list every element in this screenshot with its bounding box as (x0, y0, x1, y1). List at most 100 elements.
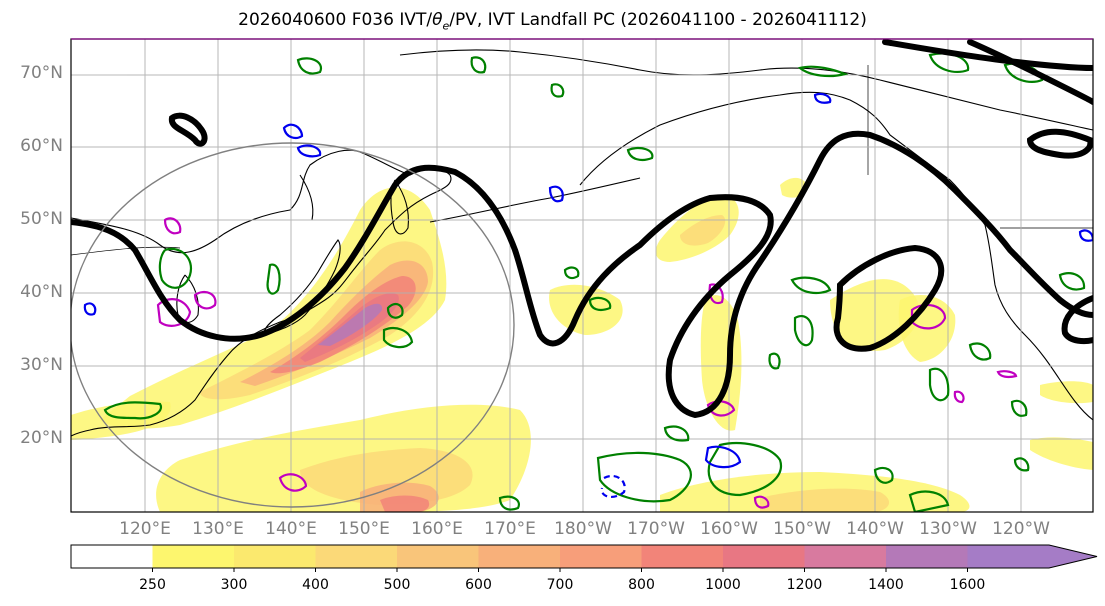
pv-contour (470, 56, 487, 74)
pv-contour (663, 425, 690, 442)
pv-contour (382, 326, 414, 349)
ivt-fill-central-ridge-2 (680, 215, 726, 246)
colorbar-tick-label: 500 (383, 577, 411, 593)
colorbar-extend-arrow (1049, 545, 1097, 568)
colorbar-segment (71, 545, 153, 568)
lon-label: 150°W (773, 519, 831, 539)
gridlines (71, 39, 1093, 512)
colorbar-tick-label: 600 (465, 577, 492, 593)
theta-e-east-loop (833, 244, 945, 352)
lat-label: 30°N (20, 355, 63, 375)
lon-label: 120°E (119, 519, 171, 539)
pv-contour (266, 263, 281, 295)
pv-contour (753, 495, 770, 509)
colorbar-segment (886, 545, 968, 568)
pv-blue-contours (83, 92, 1093, 498)
coast-na-west (984, 224, 1093, 421)
pv-contour (908, 490, 950, 512)
pv-contour (928, 367, 950, 402)
map-area (71, 39, 1093, 512)
pv-contour (588, 296, 612, 311)
pv-contour (103, 401, 163, 420)
theta-e-main-wave (71, 130, 1093, 419)
colorbar-segment (234, 545, 316, 568)
pv-contour (158, 247, 193, 289)
pv-contour (550, 83, 565, 98)
theta-e-ne-band-2 (967, 39, 1093, 105)
coast-arctic (399, 49, 881, 81)
pv-contour (296, 144, 322, 158)
coast-kamchatka (390, 179, 409, 235)
colorbar-segment (152, 545, 235, 568)
lat-label: 20°N (20, 428, 63, 448)
theta-e-contours (71, 39, 1093, 419)
pv-contour (193, 290, 217, 310)
ivt-fill-east-small-band (1030, 437, 1093, 470)
pv-contour (793, 314, 814, 347)
lon-label: 140°W (846, 519, 904, 539)
theta-e-ne-band (882, 39, 1093, 71)
pv-contour (996, 370, 1018, 379)
map-background (71, 39, 1093, 512)
pv-contour (873, 466, 894, 484)
colorbar-tick-label: 1400 (868, 577, 904, 593)
lon-label: 150°E (338, 519, 390, 539)
colorbar-tick-label: 1200 (786, 577, 823, 593)
lon-label: 180°W (554, 519, 612, 539)
border-china-mongolia (71, 246, 181, 256)
colorbar-segment (397, 545, 479, 568)
pv-contour (596, 451, 692, 503)
pv-contour (163, 217, 182, 235)
lon-label: 170°W (627, 519, 685, 539)
pv-contour (1010, 399, 1028, 417)
pv-contour (968, 342, 992, 361)
coast-japan (263, 239, 341, 336)
theta-e-nw-blob (168, 112, 208, 147)
colorbar-segment (723, 545, 805, 568)
colorbar-tick-label: 800 (628, 577, 655, 593)
colorbar-segment (967, 545, 1050, 568)
colorbar-segment (478, 545, 561, 568)
ivt-fill-east-south-band-2 (760, 488, 890, 512)
colorbar-tick-label: 300 (220, 577, 248, 593)
colorbar-tick-label: 1600 (949, 577, 986, 593)
colorbar-segment (315, 545, 398, 568)
theta-e-ne-loop (1026, 128, 1093, 159)
theta-e-se-loop (1061, 295, 1093, 345)
landfall-circle (71, 142, 515, 508)
lon-label: 170°E (484, 519, 536, 539)
colorbar-segment (804, 545, 887, 568)
pv-contour (296, 57, 323, 75)
pv-contour (707, 442, 783, 497)
ivt-fill-far-east-band (1040, 381, 1093, 404)
coast-asia (71, 149, 452, 437)
lon-label: 160°E (411, 519, 463, 539)
lon-label: 130°W (919, 519, 977, 539)
colorbar-outline (70, 544, 1098, 569)
pv-contour (953, 390, 965, 404)
pv-contour (563, 266, 580, 280)
lat-label: 50°N (20, 209, 63, 229)
pv-contour (626, 146, 654, 161)
colorbar-tick-label: 400 (302, 577, 329, 593)
coast-canada-north (879, 79, 1093, 131)
pv-contour (768, 352, 781, 370)
colorbar-tick-label: 1000 (705, 577, 741, 593)
colorbar-segment (641, 545, 724, 568)
lon-label: 120°W (992, 519, 1050, 539)
pv-contour (548, 185, 564, 203)
pv-contour (790, 276, 832, 295)
borders (71, 65, 1093, 256)
pv-contour (156, 298, 192, 327)
pv-green-contours (103, 52, 1086, 512)
pv-contour (1078, 229, 1093, 242)
pv-contour (600, 474, 626, 498)
lat-label: 70°N (20, 63, 63, 83)
pv-contour (278, 473, 308, 492)
pv-contour (797, 65, 849, 78)
lat-label: 40°N (20, 282, 63, 302)
pv-contour (1013, 457, 1030, 472)
colorbar-tick-label: 250 (139, 577, 166, 593)
map-title: 2026040600 F036 IVT/θe/PV, IVT Landfall … (238, 10, 867, 33)
